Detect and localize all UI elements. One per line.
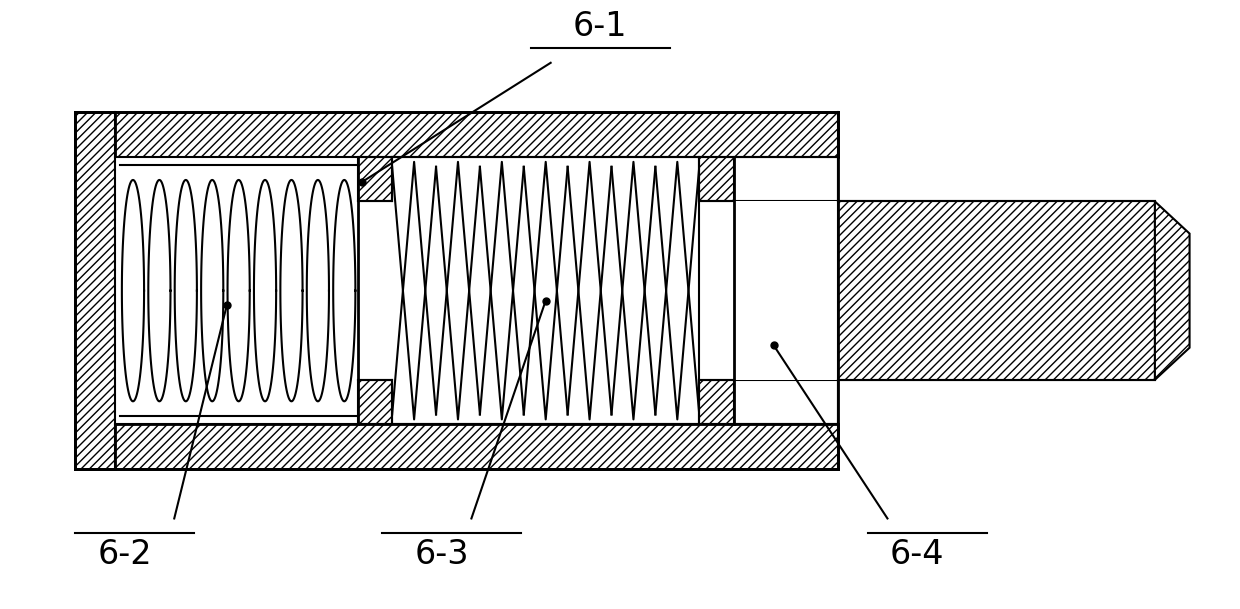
Text: 6-3: 6-3 — [414, 538, 469, 571]
Text: 6-4: 6-4 — [890, 538, 945, 571]
Bar — [357, 380, 392, 424]
Bar — [76, 424, 838, 469]
Bar — [120, 165, 357, 417]
Bar — [76, 112, 115, 469]
Bar — [357, 157, 392, 202]
Bar — [392, 157, 699, 424]
Bar — [699, 157, 734, 202]
Bar — [838, 202, 1154, 380]
Bar — [734, 380, 838, 424]
Text: 6-1: 6-1 — [573, 10, 627, 43]
Bar — [76, 112, 838, 157]
Polygon shape — [1154, 202, 1189, 380]
Bar — [734, 202, 838, 380]
Bar — [734, 157, 838, 202]
Bar — [115, 157, 838, 424]
Text: 6-2: 6-2 — [98, 538, 153, 571]
Bar — [699, 380, 734, 424]
